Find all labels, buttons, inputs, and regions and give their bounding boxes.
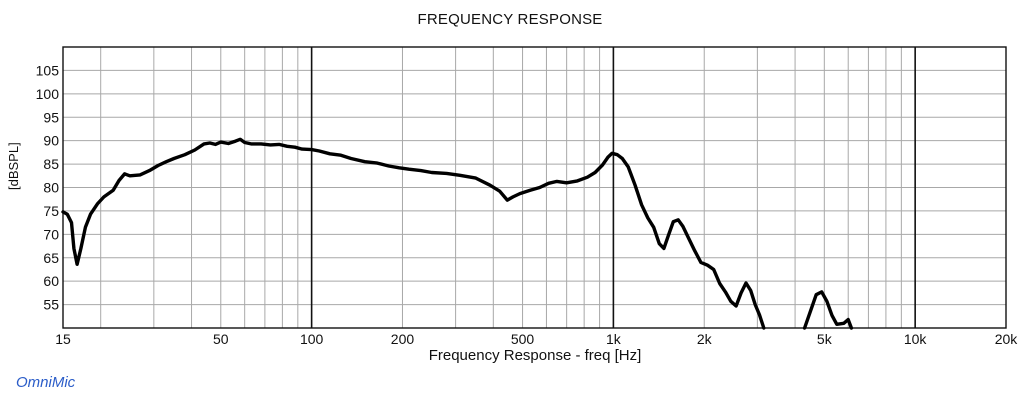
y-tick-label: 100 (36, 86, 60, 102)
x-tick-label: 15 (55, 331, 71, 347)
chart-title: FREQUENCY RESPONSE (417, 11, 603, 28)
response-curve-segment (61, 137, 766, 330)
y-tick-label: 65 (43, 250, 59, 266)
x-tick-label: 10k (904, 331, 928, 347)
x-axis-label: Frequency Response - freq [Hz] (428, 347, 642, 364)
x-tick-label: 5k (817, 331, 833, 347)
x-tick-label: 1k (606, 331, 622, 347)
grid-major-lines (310, 47, 916, 328)
y-tick-label: 60 (43, 273, 59, 289)
x-tick-labels: 15 50 100 200 500 1k 2k 5k 10k 20k (55, 331, 1018, 347)
y-tick-label: 85 (43, 156, 59, 172)
grid-minor-lines (63, 47, 1006, 328)
y-tick-label: 70 (43, 226, 59, 242)
x-tick-label: 500 (511, 331, 535, 347)
omnimic-brand-label: OmniMic (16, 374, 76, 391)
x-tick-label: 50 (213, 331, 229, 347)
x-tick-label: 20k (995, 331, 1019, 347)
y-axis-label: [dBSPL] (6, 142, 21, 190)
y-tick-label: 95 (43, 109, 59, 125)
y-tick-label: 55 (43, 297, 59, 313)
x-tick-label: 100 (300, 331, 324, 347)
y-tick-label: 80 (43, 180, 59, 196)
response-curve (61, 137, 854, 330)
plot-frame (62, 46, 1007, 329)
y-tick-label: 75 (43, 203, 59, 219)
x-tick-label: 2k (697, 331, 713, 347)
y-tick-labels: 55 60 65 70 75 80 85 90 95 100 105 (36, 62, 60, 312)
x-tick-label: 200 (391, 331, 415, 347)
y-tick-label: 105 (36, 62, 60, 78)
response-curve-segment (802, 290, 854, 330)
y-tick-label: 90 (43, 133, 59, 149)
